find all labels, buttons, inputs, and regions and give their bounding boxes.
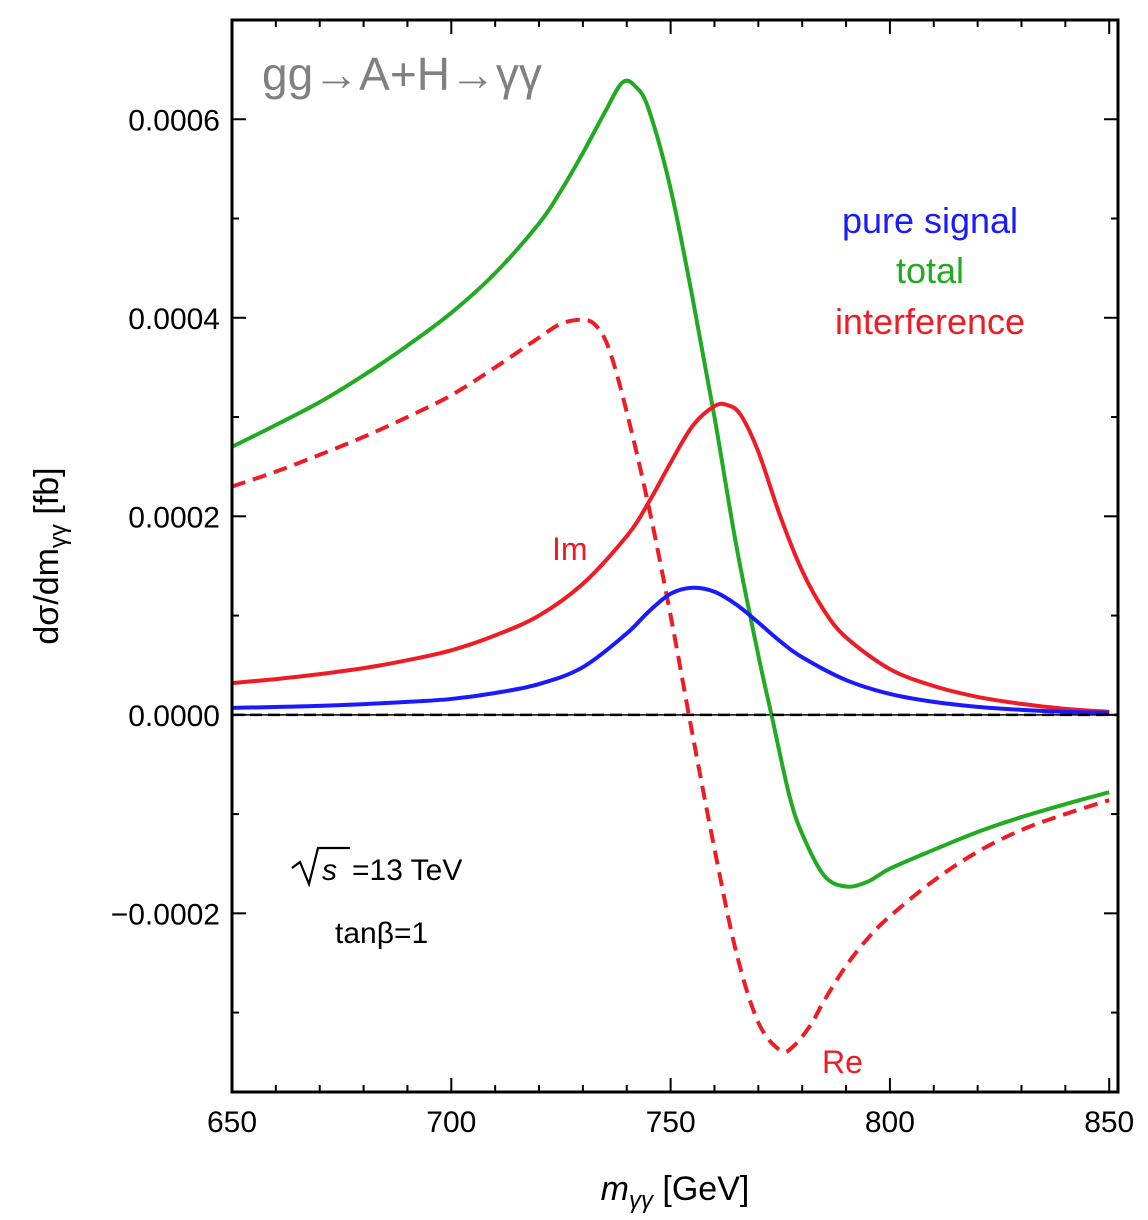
chart-title: gg→A+H→γγ — [262, 48, 542, 100]
series-line-interference-im — [231, 401, 1110, 714]
im-curve-label: Im — [552, 531, 588, 567]
x-axis-title: mγγ [GeV] — [601, 1170, 750, 1214]
tanbeta-label: tanβ=1 — [335, 917, 428, 950]
legend-entry-interference: interference — [835, 301, 1025, 342]
re-curve-label: Re — [822, 1044, 863, 1080]
y-tick-label: 0.0006 — [128, 104, 220, 137]
x-tick-label: 700 — [426, 1106, 476, 1139]
legend-entry-total: total — [896, 250, 964, 291]
y-axis-title: dσ/dmγγ [fb] — [28, 467, 72, 644]
x-tick-label: 850 — [1084, 1106, 1134, 1139]
series-line-pure-signal — [231, 585, 1110, 715]
x-tick-label: 800 — [865, 1106, 915, 1139]
y-tick-label: −0.0002 — [111, 898, 220, 931]
sqrt-s-label: s — [322, 854, 337, 887]
sqrt-icon — [291, 846, 350, 888]
legend-entry-pure-signal: pure signal — [842, 200, 1018, 241]
y-tick-label: 0.0000 — [128, 700, 220, 733]
series-line-interference-re — [231, 317, 1110, 1054]
energy-label: =13 TeV — [352, 854, 462, 887]
legend: pure signal total interference — [835, 200, 1025, 342]
plot-frame — [230, 18, 1120, 1094]
y-tick-label: 0.0004 — [128, 303, 220, 336]
x-tick-label: 750 — [646, 1106, 696, 1139]
y-tick-label: 0.0002 — [128, 501, 220, 534]
plot-background — [232, 20, 1118, 1092]
x-tick-label: 650 — [207, 1106, 257, 1139]
parameters-annotation: s =13 TeV tanβ=1 — [291, 846, 462, 950]
series-line-total — [231, 78, 1110, 889]
